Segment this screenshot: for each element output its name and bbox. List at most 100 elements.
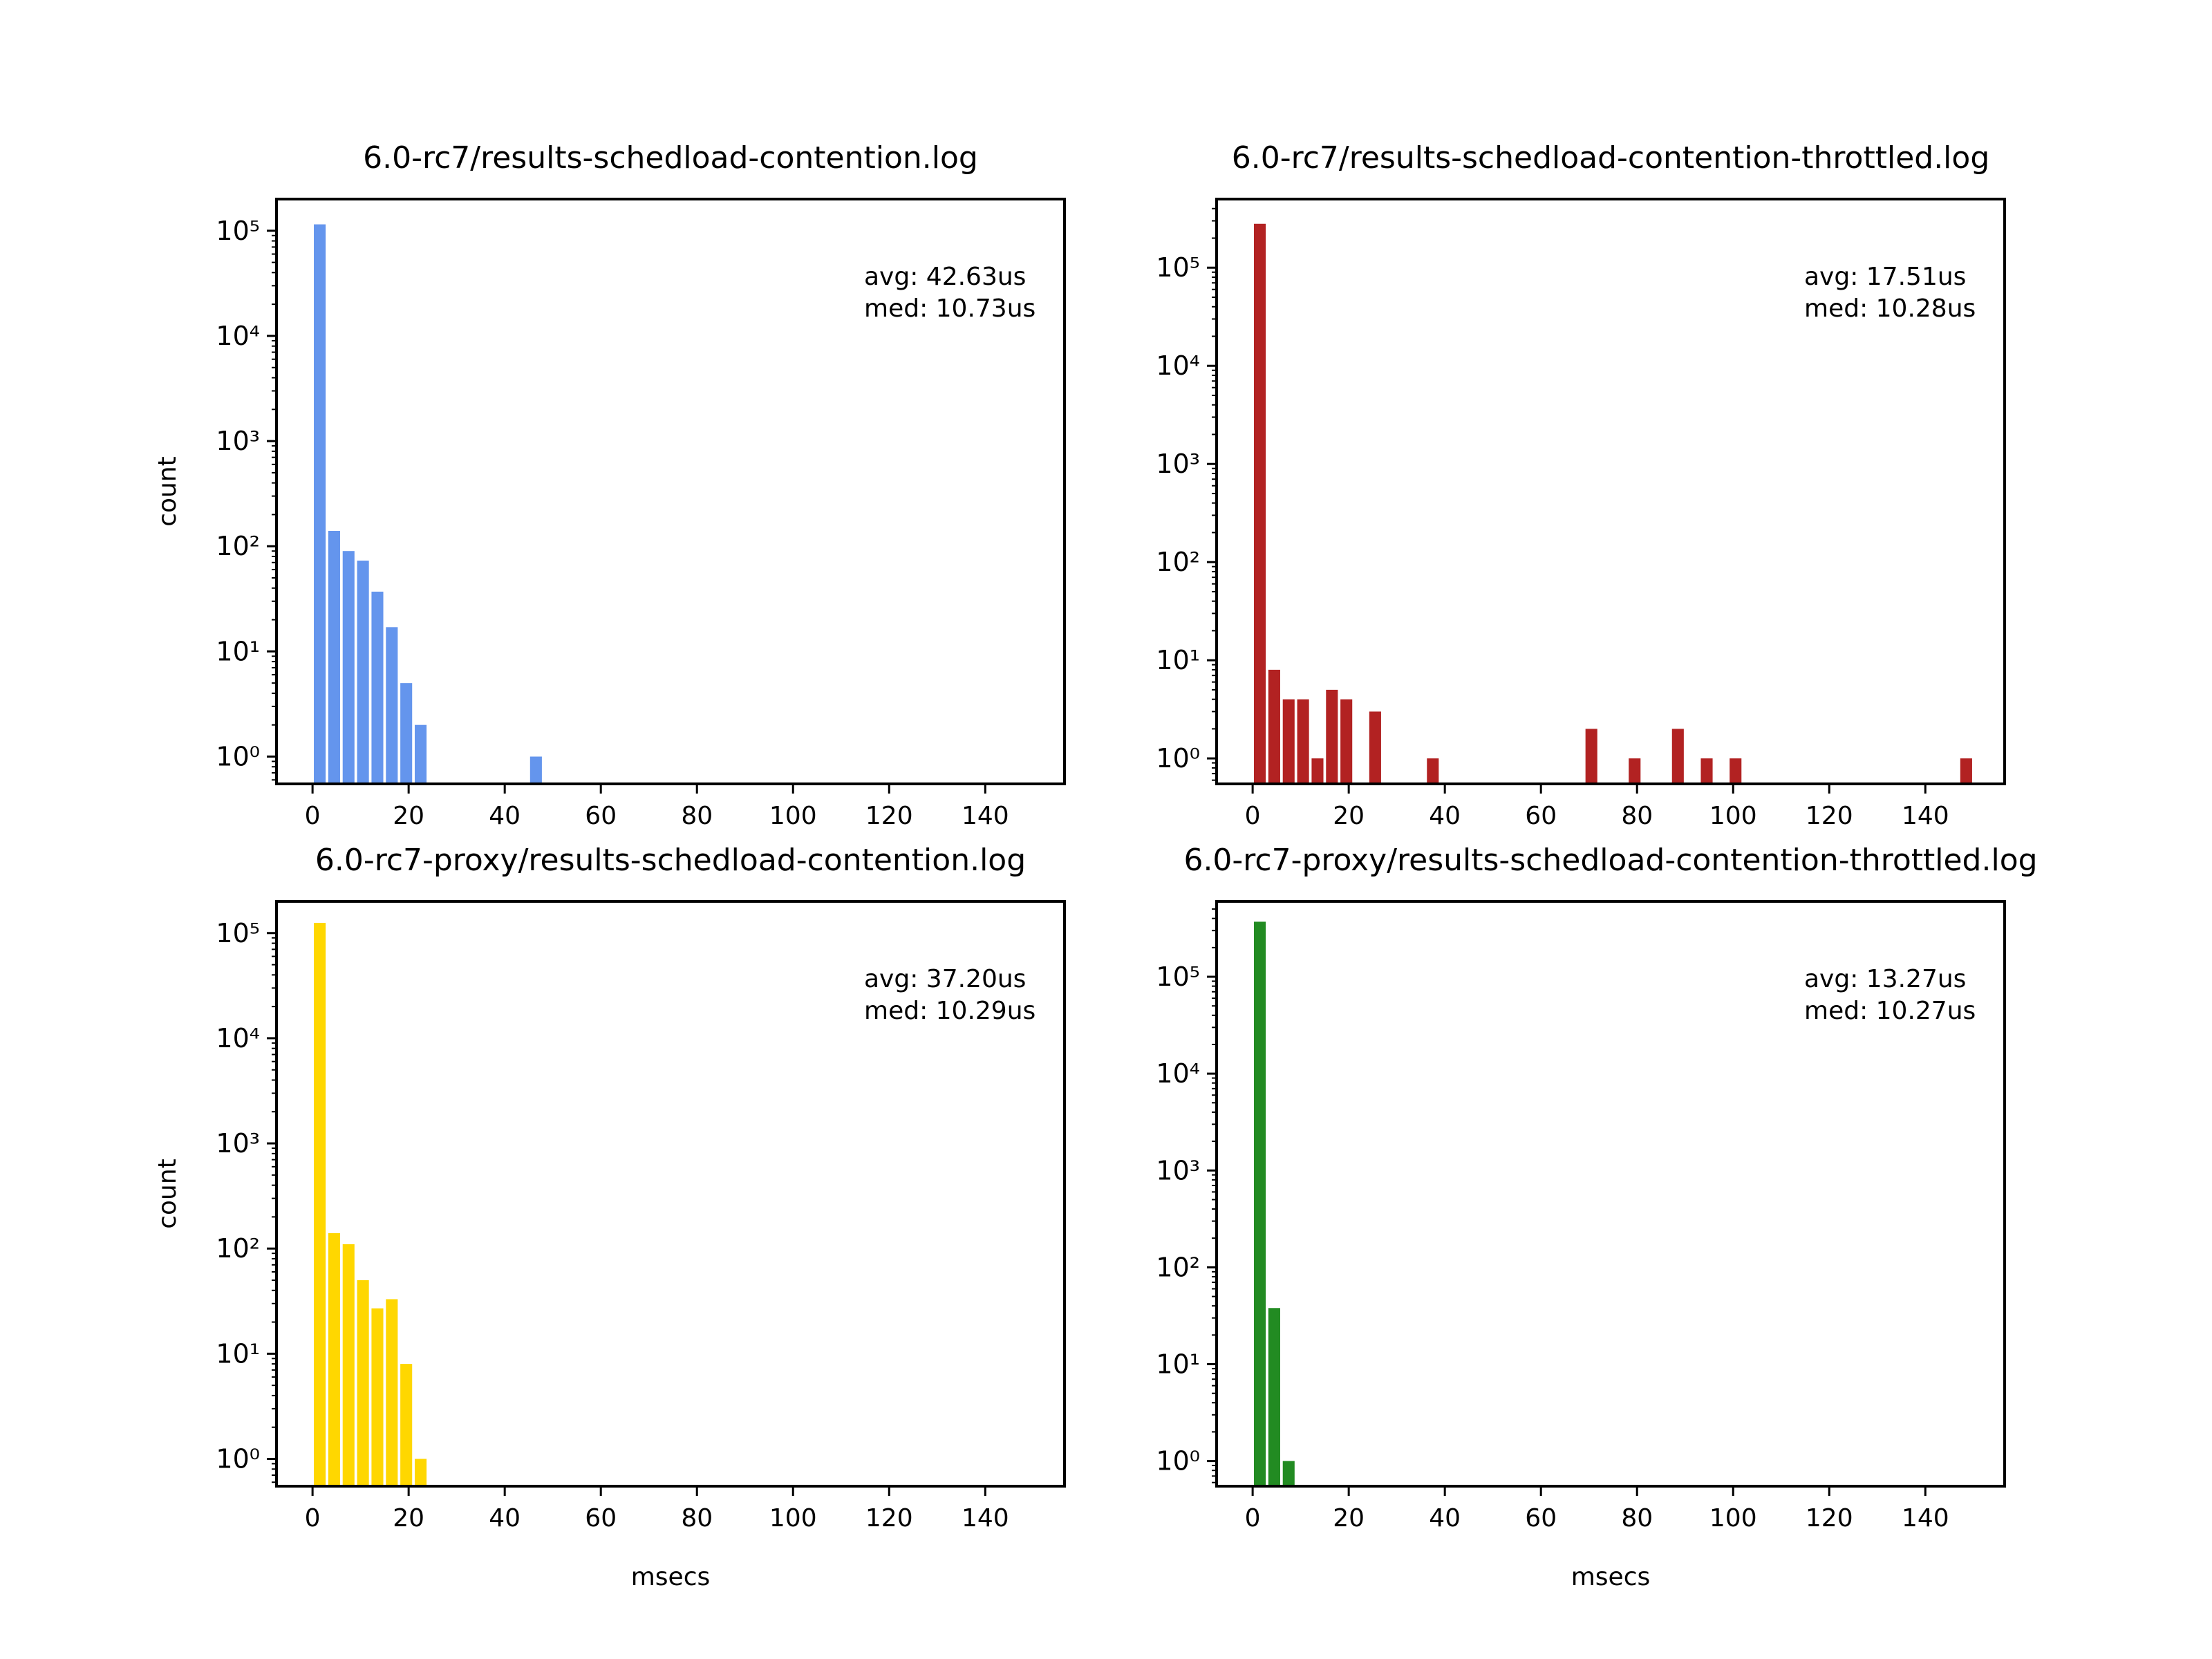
bar-4	[1311, 758, 1324, 784]
y-tick-label: 10¹	[1156, 645, 1200, 675]
x-tick-label: 60	[1525, 802, 1557, 830]
x-axis-label: msecs	[1571, 1563, 1651, 1591]
y-tick-label: 10¹	[216, 636, 260, 666]
bar-2	[1282, 1461, 1295, 1486]
bar-0	[1254, 223, 1266, 784]
plot-frame	[1215, 900, 2006, 1488]
y-tick-label: 10¹	[1156, 1349, 1200, 1380]
x-tick-label: 40	[1429, 802, 1461, 830]
stats-avg: avg: 17.51us	[1804, 263, 1966, 291]
y-tick-label: 10²	[216, 531, 260, 561]
axis-ticks: 0 20 40 60 80 100 120 140 10⁰ 10¹ 10² 10³ 10⁴ 10⁵	[216, 918, 1009, 1533]
y-tick-label: 10⁵	[1156, 252, 1200, 283]
x-tick-label: 120	[865, 802, 913, 830]
x-tick-label: 80	[1621, 1504, 1653, 1533]
y-tick-label: 10⁵	[216, 918, 260, 948]
x-tick-label: 140	[1902, 802, 1949, 830]
x-tick-label: 100	[769, 1504, 817, 1533]
bar-6	[400, 683, 413, 784]
x-tick-label: 80	[681, 802, 713, 830]
y-tick-label: 10³	[1156, 1155, 1200, 1185]
y-axis-label: count	[153, 1159, 182, 1229]
axis-ticks: 0 20 40 60 80 100 120 140 10⁰ 10¹ 10² 10³ 10⁴ 10⁵	[1156, 207, 1949, 830]
y-tick-label: 10⁰	[1156, 743, 1200, 774]
x-tick-label: 140	[962, 802, 1009, 830]
bar-3	[357, 561, 369, 784]
subplot-top-right: 6.0-rc7/results-schedload-contention-thr…	[1156, 140, 2006, 830]
y-tick-label: 10³	[216, 426, 260, 456]
x-tick-label: 120	[865, 1504, 913, 1533]
x-tick-label: 120	[1806, 1504, 1853, 1533]
axis-ticks: 0 20 40 60 80 100 120 140 10⁰ 10¹ 10² 10³ 10⁴ 10⁵	[216, 216, 1009, 830]
bar-6	[1340, 699, 1353, 784]
bar-2	[1282, 699, 1295, 784]
x-tick-label: 20	[393, 1504, 424, 1533]
subplot-top-left: 6.0-rc7/results-schedload-contention.log…	[153, 140, 1066, 830]
bar-5	[386, 627, 398, 784]
plot-frame	[1215, 198, 2006, 785]
bar-6	[400, 1364, 413, 1486]
x-tick-label: 40	[1429, 1504, 1461, 1533]
subplot-title: 6.0-rc7/results-schedload-contention-thr…	[1232, 140, 1990, 176]
x-tick-label: 80	[681, 1504, 713, 1533]
x-tick-label: 100	[1709, 802, 1757, 830]
y-tick-label: 10²	[1156, 547, 1200, 577]
x-tick-label: 0	[305, 802, 321, 830]
x-tick-label: 0	[1245, 1504, 1261, 1533]
stats-med: med: 10.29us	[864, 997, 1035, 1025]
y-tick-label: 10⁰	[216, 741, 260, 771]
x-tick-label: 140	[962, 1504, 1009, 1533]
bar-3	[1297, 699, 1309, 784]
bar-8	[1427, 758, 1439, 784]
bar-2	[342, 1244, 355, 1486]
y-tick-label: 10¹	[216, 1338, 260, 1369]
x-tick-label: 20	[1333, 1504, 1365, 1533]
bar-7	[414, 1459, 427, 1486]
x-tick-label: 0	[305, 1504, 321, 1533]
bar-1	[1268, 1308, 1280, 1486]
x-tick-label: 60	[585, 1504, 617, 1533]
x-tick-label: 20	[1333, 802, 1365, 830]
stats-med: med: 10.73us	[864, 294, 1035, 323]
x-tick-label: 80	[1621, 802, 1653, 830]
stats-avg: avg: 37.20us	[864, 965, 1026, 993]
bar-11	[1671, 729, 1684, 784]
y-tick-label: 10²	[216, 1233, 260, 1264]
bar-0	[1254, 921, 1266, 1486]
bar-14	[1960, 758, 1972, 784]
y-tick-label: 10⁵	[1156, 962, 1200, 992]
bar-13	[1730, 758, 1742, 784]
x-tick-label: 140	[1902, 1504, 1949, 1533]
stats-avg: avg: 42.63us	[864, 263, 1026, 291]
bars	[314, 224, 542, 784]
bar-1	[1268, 669, 1280, 784]
x-tick-label: 40	[489, 802, 521, 830]
stats-med: med: 10.27us	[1804, 997, 1976, 1025]
bars	[1254, 921, 1295, 1486]
x-tick-label: 60	[1525, 1504, 1557, 1533]
plot-frame	[275, 900, 1066, 1488]
axis-ticks: 0 20 40 60 80 100 120 140 10⁰ 10¹ 10² 10³ 10⁴ 10⁵	[1156, 908, 1949, 1533]
y-tick-label: 10³	[216, 1128, 260, 1159]
plot-frame	[275, 198, 1066, 785]
bar-12	[1700, 758, 1713, 784]
bar-3	[357, 1280, 369, 1486]
x-tick-label: 120	[1806, 802, 1853, 830]
y-tick-label: 10⁰	[216, 1443, 260, 1474]
bar-8	[529, 756, 542, 784]
subplot-title: 6.0-rc7/results-schedload-contention.log	[363, 140, 978, 176]
x-tick-label: 0	[1245, 802, 1261, 830]
y-tick-label: 10⁴	[1156, 350, 1200, 381]
y-tick-label: 10⁰	[1156, 1446, 1200, 1477]
bar-0	[314, 923, 326, 1486]
y-tick-label: 10³	[1156, 449, 1200, 479]
bar-1	[328, 530, 340, 784]
bar-0	[314, 224, 326, 784]
bar-4	[371, 1308, 384, 1486]
x-tick-label: 40	[489, 1504, 521, 1533]
bar-2	[342, 551, 355, 784]
y-tick-label: 10⁴	[216, 1023, 260, 1053]
x-tick-label: 20	[393, 802, 424, 830]
stats-med: med: 10.28us	[1804, 294, 1976, 323]
